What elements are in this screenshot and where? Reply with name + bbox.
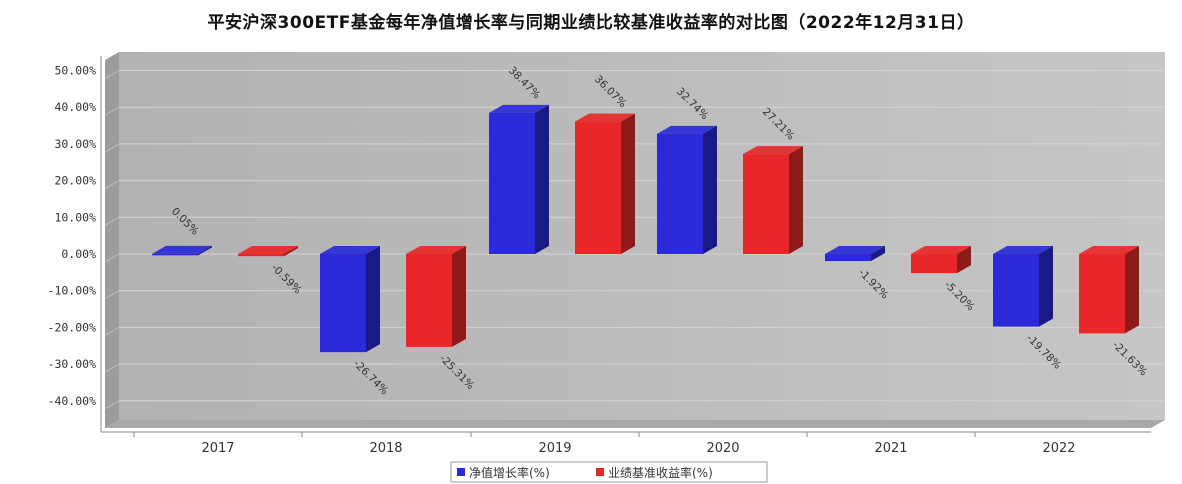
bar-benchmark-2022	[1079, 246, 1139, 334]
gridline-wall	[104, 363, 120, 373]
legend-label: 业绩基准收益率(%)	[608, 465, 713, 480]
y-axis-ticks: 50.00% 40.00% 30.00% 20.00% 10.00% 0.00% -10.0…	[48, 64, 97, 408]
y-tick-label: -30.00%	[48, 357, 97, 371]
x-tick-label: 2019	[538, 441, 571, 456]
bar-front	[575, 121, 621, 254]
bar-front	[825, 254, 871, 262]
bar-nav-growth-2020	[657, 125, 717, 254]
bar-nav-growth-2022	[993, 246, 1053, 327]
chart-title: 平安沪深300ETF基金每年净值增长率与同期业绩比较基准收益率的对比图（2022…	[207, 13, 975, 33]
bar-front	[993, 254, 1039, 327]
bar-nav-growth-2018	[320, 246, 380, 353]
bar-side	[1125, 246, 1139, 334]
y-tick-label: 40.00%	[54, 100, 96, 114]
plot-background	[100, 52, 1165, 433]
y-tick-label: 0.00%	[61, 247, 96, 261]
bar-side	[703, 125, 717, 254]
bar-front	[238, 254, 284, 257]
y-tick-label: 10.00%	[54, 210, 96, 224]
x-tick-label: 2020	[706, 441, 739, 456]
bar-top	[911, 246, 971, 254]
bar-top	[657, 125, 717, 134]
plot-floor	[105, 420, 1165, 428]
bar-nav-growth-2019	[489, 104, 549, 255]
bar-side	[284, 246, 298, 257]
y-tick-label: 20.00%	[54, 174, 96, 188]
bar-top	[575, 113, 635, 122]
plot-back-wall	[119, 52, 1165, 420]
y-tick-label: -20.00%	[48, 320, 97, 334]
bar-side	[871, 246, 885, 262]
bar-top	[406, 246, 466, 254]
bar-nav-growth-2017	[152, 245, 212, 256]
bar-top	[152, 245, 212, 254]
y-tick-label: -10.00%	[48, 284, 97, 298]
gridline-wall	[104, 143, 120, 153]
bar-benchmark-2017	[238, 246, 298, 257]
bar-front	[743, 154, 789, 254]
y-tick-label: 50.00%	[54, 64, 96, 78]
x-tick-label: 2021	[874, 441, 907, 456]
x-tick-label: 2017	[201, 441, 234, 456]
x-axis-ticks: 2017 2018 2019 2020 2021 2022	[133, 432, 1076, 456]
bar-front	[320, 254, 366, 353]
bar-benchmark-2019	[575, 113, 635, 254]
bar-front	[911, 254, 957, 274]
gridline-wall	[104, 180, 120, 190]
x-tick-label: 2022	[1042, 441, 1075, 456]
bar-front	[1079, 254, 1125, 334]
bar-top	[743, 146, 803, 155]
bar-top	[1079, 246, 1139, 254]
bar-benchmark-2018	[406, 246, 466, 347]
bar-benchmark-2020	[743, 146, 803, 254]
bar-side	[366, 246, 380, 353]
bar-benchmark-2021	[911, 246, 971, 274]
bar-front	[489, 112, 535, 255]
bar-top	[993, 246, 1053, 254]
bar-front	[152, 253, 198, 256]
gridline-wall	[104, 253, 120, 263]
bar-top	[238, 246, 298, 254]
bars	[152, 104, 1139, 353]
gridline-wall	[104, 400, 120, 410]
bar-side	[789, 146, 803, 254]
bar-side	[621, 113, 635, 254]
bar-top	[825, 246, 885, 254]
legend: 净值增长率(%) 业绩基准收益率(%)	[450, 461, 768, 483]
bar-side	[535, 104, 549, 255]
bar-side	[957, 246, 971, 274]
y-tick-label: -40.00%	[48, 394, 97, 408]
bar-side	[452, 246, 466, 347]
legend-label: 净值增长率(%)	[469, 465, 550, 480]
gridline-wall	[104, 106, 120, 116]
bar-top	[320, 246, 380, 254]
bar-side	[1039, 246, 1053, 327]
legend-swatch	[457, 468, 465, 476]
bar-front	[657, 133, 703, 254]
bar-top	[489, 104, 549, 113]
bar-nav-growth-2021	[825, 246, 885, 262]
grid-lines	[104, 70, 1165, 410]
y-tick-label: 30.00%	[54, 137, 96, 151]
bar-side	[198, 245, 212, 256]
gridline-wall	[104, 70, 120, 79]
legend-box	[450, 461, 768, 483]
x-tick-label: 2018	[369, 441, 402, 456]
gridline-wall	[104, 216, 120, 226]
legend-swatch	[596, 468, 604, 476]
gridline-wall	[104, 326, 120, 336]
bar-front	[406, 254, 452, 347]
gridline-wall	[104, 290, 120, 300]
